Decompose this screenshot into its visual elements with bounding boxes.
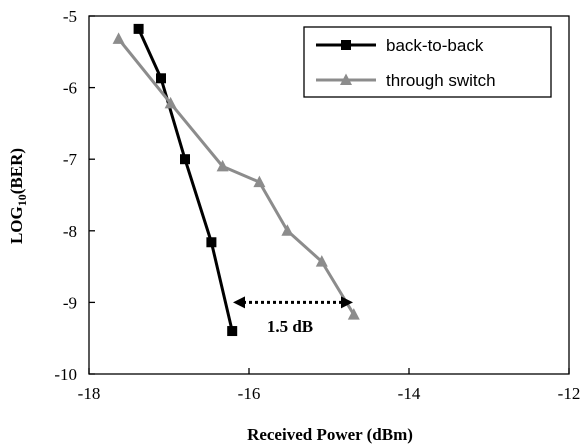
legend-label-back-to-back: back-to-back xyxy=(386,36,484,55)
y-tick-label: -7 xyxy=(63,150,78,169)
data-point-through-switch xyxy=(253,175,266,188)
data-point-through-switch xyxy=(347,308,360,320)
data-point-through-switch xyxy=(112,32,125,44)
y-axis-title-main: LOG xyxy=(7,206,26,244)
series-line-back-to-back xyxy=(137,28,234,332)
data-point-through-switch xyxy=(281,224,294,236)
plot-frame xyxy=(88,15,570,375)
y-tick-label: -9 xyxy=(63,293,77,312)
data-point-back-to-back xyxy=(227,326,238,337)
y-tick-label: -6 xyxy=(63,79,77,98)
x-axis-title: Received Power (dBm) xyxy=(247,425,413,444)
annotation-arrowhead-right xyxy=(341,296,353,309)
data-point-through-switch xyxy=(315,255,328,267)
x-tick-label: -12 xyxy=(558,384,581,403)
y-axis-title: LOG10(BER) xyxy=(7,148,29,244)
annotation-label: 1.5 dB xyxy=(267,317,313,336)
x-tick-label: -14 xyxy=(398,384,421,403)
legend-marker-back-to-back xyxy=(341,40,351,50)
y-tick-label: -5 xyxy=(63,7,77,26)
y-axis-title-subscript: 10 xyxy=(15,194,29,206)
y-tick-label: -10 xyxy=(54,365,77,384)
legend-box xyxy=(303,26,552,98)
data-point-back-to-back xyxy=(206,237,217,248)
legend-marker-through-switch xyxy=(340,73,352,85)
data-point-through-switch xyxy=(164,96,177,109)
data-point-back-to-back xyxy=(133,23,144,34)
y-tick-label: -8 xyxy=(63,222,77,241)
legend: back-to-back through switch xyxy=(303,26,552,98)
plot-area: -18 -16 -14 -12 -5 -6 -7 -8 -9 -10 xyxy=(54,7,580,403)
annotation-arrowhead-left xyxy=(233,296,245,309)
data-point-through-switch xyxy=(216,159,229,172)
x-tick-label: -18 xyxy=(78,384,101,403)
x-tick-label: -16 xyxy=(238,384,261,403)
data-point-back-to-back xyxy=(180,154,190,165)
data-point-back-to-back xyxy=(156,73,166,84)
legend-label-through-switch: through switch xyxy=(386,71,496,90)
y-axis-title-tail: (BER) xyxy=(7,148,26,194)
